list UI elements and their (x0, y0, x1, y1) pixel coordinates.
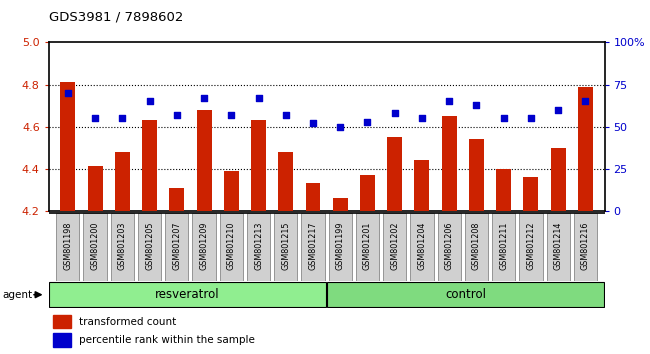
FancyBboxPatch shape (437, 213, 461, 281)
Text: GSM801216: GSM801216 (581, 222, 590, 270)
Bar (169, 188, 185, 211)
Bar (60, 82, 75, 211)
Bar (415, 160, 430, 211)
Point (526, 115, 536, 121)
Bar (333, 198, 348, 211)
Text: GSM801210: GSM801210 (227, 222, 236, 270)
FancyBboxPatch shape (192, 213, 216, 281)
Bar (53, 315, 72, 329)
Text: GSM801217: GSM801217 (309, 222, 317, 270)
Text: GSM801205: GSM801205 (145, 222, 154, 270)
FancyBboxPatch shape (492, 213, 515, 281)
Bar (251, 120, 266, 211)
FancyBboxPatch shape (465, 213, 488, 281)
Point (417, 115, 427, 121)
Bar (360, 175, 375, 211)
Point (389, 110, 400, 116)
Text: resveratrol: resveratrol (155, 288, 220, 301)
Point (580, 98, 591, 104)
Point (281, 112, 291, 118)
Point (172, 112, 182, 118)
FancyBboxPatch shape (165, 213, 188, 281)
Point (144, 98, 155, 104)
Point (62, 90, 73, 96)
FancyBboxPatch shape (519, 213, 543, 281)
Text: GSM801213: GSM801213 (254, 222, 263, 270)
Bar (142, 120, 157, 211)
Bar (442, 116, 457, 211)
FancyBboxPatch shape (410, 213, 434, 281)
Text: GSM801201: GSM801201 (363, 222, 372, 270)
Text: GDS3981 / 7898602: GDS3981 / 7898602 (49, 11, 183, 24)
FancyBboxPatch shape (329, 213, 352, 281)
Text: GSM801202: GSM801202 (390, 222, 399, 270)
Point (226, 112, 237, 118)
FancyBboxPatch shape (220, 213, 243, 281)
Bar (578, 87, 593, 211)
Text: GSM801207: GSM801207 (172, 222, 181, 270)
Text: GSM801200: GSM801200 (90, 222, 99, 270)
Bar (387, 137, 402, 211)
Bar (53, 333, 72, 347)
FancyBboxPatch shape (49, 282, 326, 307)
Text: control: control (445, 288, 486, 301)
FancyBboxPatch shape (138, 213, 161, 281)
Point (553, 107, 564, 113)
Text: GSM801208: GSM801208 (472, 222, 481, 270)
FancyBboxPatch shape (111, 213, 134, 281)
Point (308, 120, 318, 126)
FancyBboxPatch shape (356, 213, 379, 281)
Point (499, 115, 509, 121)
Point (471, 102, 482, 108)
FancyBboxPatch shape (327, 282, 604, 307)
Bar (88, 166, 103, 211)
FancyBboxPatch shape (247, 213, 270, 281)
Point (444, 98, 454, 104)
Point (199, 95, 209, 101)
Bar (224, 171, 239, 211)
Bar (523, 177, 538, 211)
FancyBboxPatch shape (83, 213, 107, 281)
Text: GSM801209: GSM801209 (200, 222, 209, 270)
FancyBboxPatch shape (57, 213, 79, 281)
Text: transformed count: transformed count (79, 316, 176, 327)
Text: agent: agent (2, 290, 32, 300)
Text: GSM801212: GSM801212 (526, 222, 536, 270)
Bar (115, 152, 130, 211)
Point (335, 124, 345, 130)
Text: GSM801199: GSM801199 (336, 222, 344, 270)
Text: GSM801214: GSM801214 (554, 222, 563, 270)
Text: GSM801203: GSM801203 (118, 222, 127, 270)
FancyBboxPatch shape (302, 213, 324, 281)
Text: percentile rank within the sample: percentile rank within the sample (79, 335, 255, 345)
Text: GSM801211: GSM801211 (499, 222, 508, 270)
Bar (469, 139, 484, 211)
Bar (496, 169, 511, 211)
Text: GSM801215: GSM801215 (281, 222, 291, 270)
Text: GSM801206: GSM801206 (445, 222, 454, 270)
Bar (551, 148, 566, 211)
FancyBboxPatch shape (574, 213, 597, 281)
Bar (278, 152, 293, 211)
Text: GSM801198: GSM801198 (63, 222, 72, 270)
FancyBboxPatch shape (383, 213, 406, 281)
Point (362, 119, 372, 124)
Point (254, 95, 264, 101)
Text: GSM801204: GSM801204 (417, 222, 426, 270)
Bar (196, 110, 211, 211)
Point (90, 115, 100, 121)
FancyBboxPatch shape (547, 213, 570, 281)
Point (117, 115, 127, 121)
FancyBboxPatch shape (274, 213, 297, 281)
Bar (306, 183, 320, 211)
